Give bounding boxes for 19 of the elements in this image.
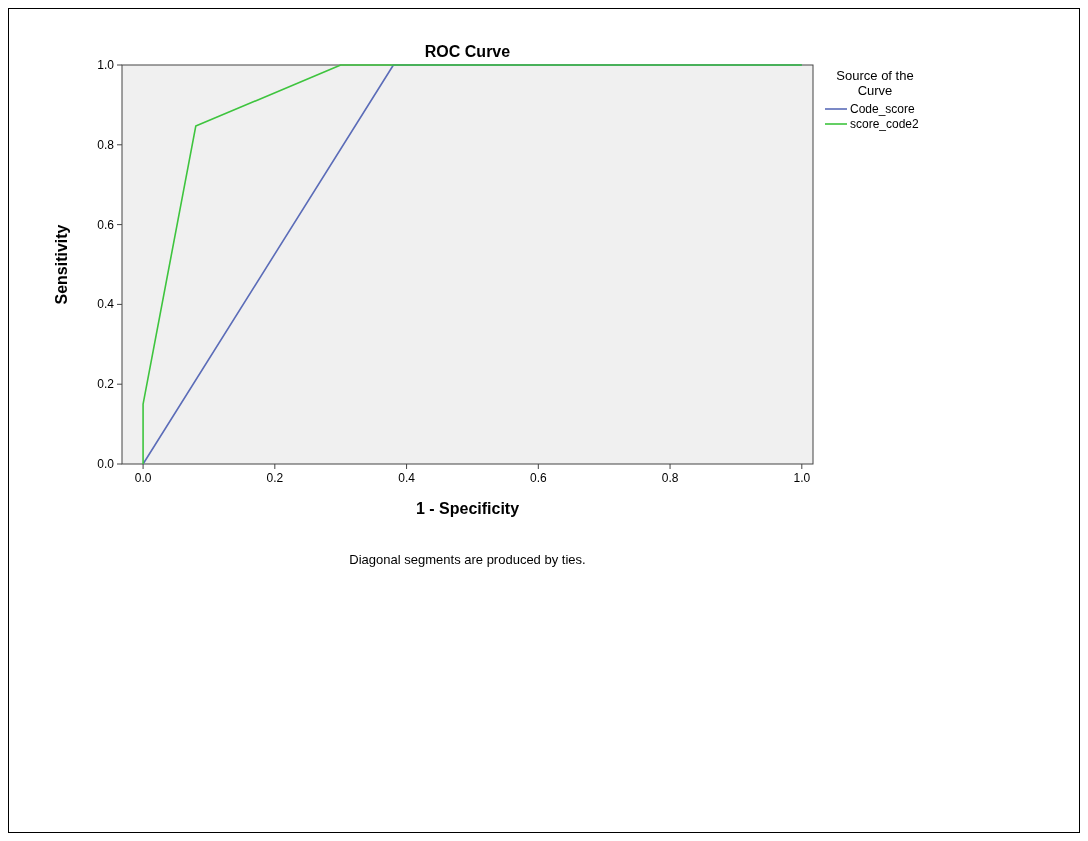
y-tick-label: 0.2 <box>97 377 115 392</box>
x-tick-label: 0.6 <box>529 471 547 485</box>
legend-label: score_code2 <box>850 117 920 131</box>
x-tick-label: 0.2 <box>266 471 284 485</box>
y-tick-label: 0.8 <box>97 137 115 152</box>
y-tick-label: 1.0 <box>97 58 115 72</box>
y-axis-title: Sensitivity <box>53 224 70 305</box>
text: Diagonal segments are produced by ties. <box>349 552 586 567</box>
chart-title: ROC Curve <box>424 43 511 60</box>
legend-label: Code_score <box>850 102 916 116</box>
x-tick-label: 0.0 <box>134 471 152 485</box>
y-tick-label: 0.0 <box>97 457 115 471</box>
x-axis-title: 1 - Specificity <box>415 500 520 517</box>
legend-title: Source of the Curve <box>836 68 914 98</box>
x-tick-label: 1.0 <box>793 471 811 485</box>
y-tick-label: 0.4 <box>97 297 115 312</box>
x-tick-label: 0.8 <box>661 471 679 485</box>
y-tick-label: 0.6 <box>97 217 115 232</box>
x-tick-label: 0.4 <box>398 471 416 485</box>
